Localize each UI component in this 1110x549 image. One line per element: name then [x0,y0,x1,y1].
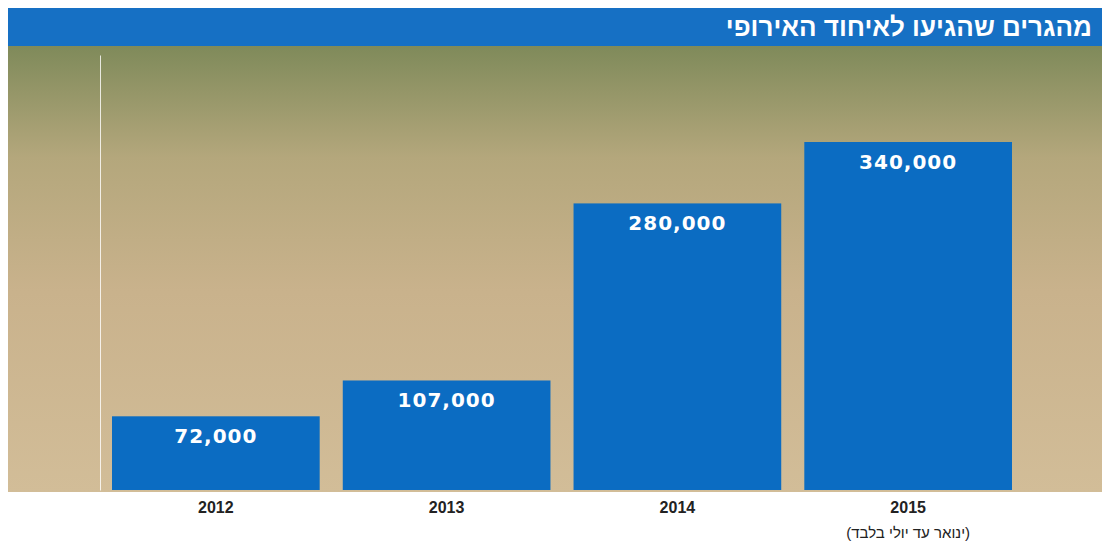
x-axis: 2012 2013 2014 2015 [198,499,926,516]
x-tick-label: 2013 [429,499,465,516]
chart: מהגרים שהגיעו לאיחוד האירופי 72,000 107,00… [0,0,1110,549]
bar [574,203,782,490]
x-tick-label: 2015 [890,499,926,516]
data-label: 72,000 [174,424,257,448]
data-label: 280,000 [628,211,726,235]
x-tick: 2012 [198,499,234,516]
x-tick: 2015 [890,499,926,516]
data-labels: 72,000 107,000 280,000 340,000 [174,150,957,448]
annotation: (ינואר עד יולי בלבד) [846,524,970,541]
x-tick-label: 2014 [660,499,696,516]
footer-ground [0,492,1110,549]
y-axis-line [100,56,101,491]
title-band [8,8,1102,46]
x-tick: 2014 [660,499,696,516]
y-axis [100,56,101,491]
data-label: 340,000 [859,150,957,174]
x-tick: 2013 [429,499,465,516]
data-label: 107,000 [398,388,496,412]
background [8,46,1102,492]
x-tick-label: 2012 [198,499,234,516]
bar [804,142,1012,490]
title: מהגרים שהגיעו לאיחוד האירופי [726,12,1092,42]
bars [112,142,1012,490]
annotations: (ינואר עד יולי בלבד) [846,524,970,541]
bar [112,416,320,490]
bar [343,380,551,490]
